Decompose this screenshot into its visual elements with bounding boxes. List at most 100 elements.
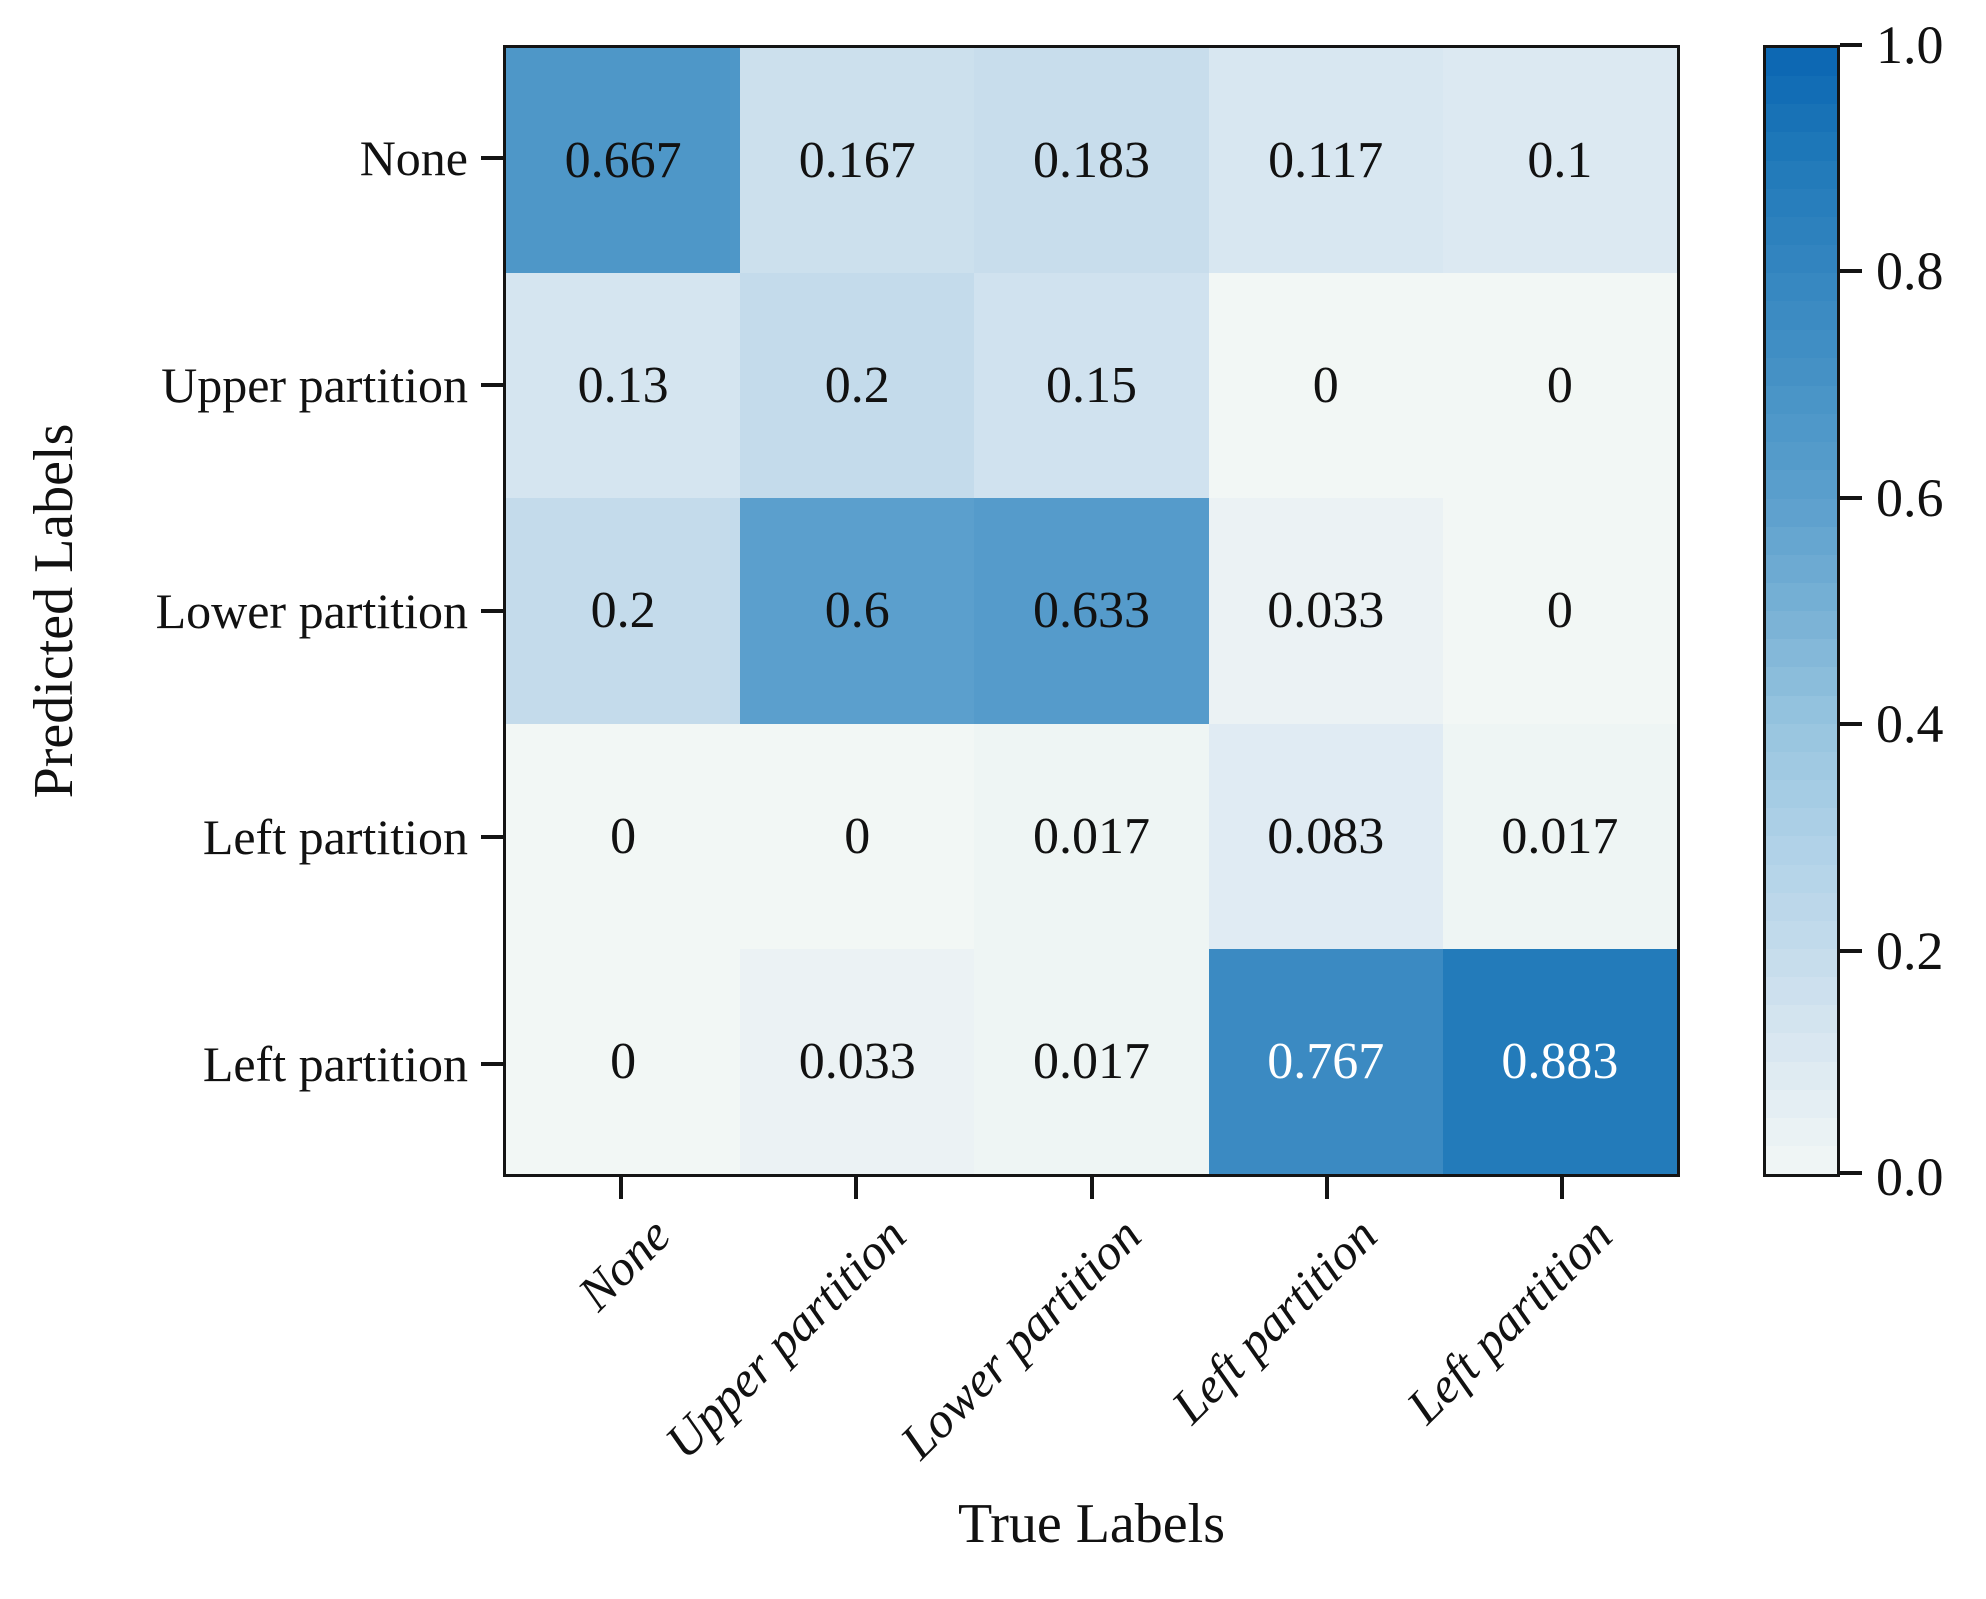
colorbar-band xyxy=(1766,48,1837,77)
colorbar-band xyxy=(1766,864,1837,893)
x-tick-label: Lower partition xyxy=(889,1206,1152,1470)
colorbar-band xyxy=(1766,357,1837,386)
colorbar-tick xyxy=(1840,269,1862,274)
heatmap-cell: 0.2 xyxy=(506,498,741,724)
colorbar-band xyxy=(1766,160,1837,189)
colorbar-tick-label: 1.0 xyxy=(1876,15,1944,75)
x-axis-tick xyxy=(854,1177,859,1199)
heatmap-cell: 0.033 xyxy=(740,948,975,1174)
x-axis-tick xyxy=(1324,1177,1329,1199)
y-axis-tick xyxy=(481,835,503,840)
y-tick-label: Left partition xyxy=(202,1035,468,1092)
colorbar-band xyxy=(1766,76,1837,105)
heatmap-cell: 0.017 xyxy=(974,948,1209,1174)
colorbar-band xyxy=(1766,329,1837,358)
x-tick-label: None xyxy=(566,1206,682,1321)
colorbar-tick xyxy=(1840,722,1862,727)
colorbar-band xyxy=(1766,414,1837,443)
colorbar-band xyxy=(1766,470,1837,499)
heatmap-cell: 0.15 xyxy=(974,273,1209,499)
colorbar-band xyxy=(1766,611,1837,640)
heatmap-cell: 0.033 xyxy=(1208,498,1443,724)
x-axis-tick xyxy=(1560,1177,1565,1199)
colorbar-band xyxy=(1766,892,1837,921)
heatmap-cell: 0.13 xyxy=(506,273,741,499)
colorbar-tick xyxy=(1840,1171,1862,1175)
heatmap-cell: 0.083 xyxy=(1208,723,1443,949)
colorbar-band xyxy=(1766,385,1837,415)
colorbar-band xyxy=(1766,667,1837,696)
y-axis-tick xyxy=(481,382,503,387)
y-tick-label: Left partition xyxy=(202,809,468,866)
colorbar-band xyxy=(1766,639,1837,668)
colorbar-band xyxy=(1766,949,1837,978)
colorbar-band xyxy=(1766,1061,1837,1090)
heatmap-cell: 0.883 xyxy=(1442,948,1677,1174)
colorbar-band xyxy=(1766,132,1837,161)
colorbar-tick xyxy=(1840,43,1862,47)
y-tick-label: Upper partition xyxy=(161,356,468,413)
x-axis-tick xyxy=(618,1177,623,1199)
heatmap-cell: 0.017 xyxy=(1442,723,1677,949)
x-axis-title: True Labels xyxy=(957,1493,1225,1555)
colorbar-band xyxy=(1766,104,1837,133)
colorbar-band xyxy=(1766,695,1837,724)
heatmap-cell: 0.667 xyxy=(506,48,741,274)
colorbar-band xyxy=(1766,245,1837,274)
colorbar-band xyxy=(1766,526,1837,555)
colorbar-band xyxy=(1766,442,1837,471)
colorbar-band xyxy=(1766,751,1837,781)
x-tick-label: Left partition xyxy=(1160,1206,1388,1434)
colorbar-band xyxy=(1766,977,1837,1006)
colorbar-tick-label: 0.0 xyxy=(1876,1147,1944,1207)
colorbar-tick-label: 0.4 xyxy=(1876,694,1944,755)
colorbar-band xyxy=(1766,1033,1837,1062)
colorbar-tick-label: 0.8 xyxy=(1876,241,1944,302)
colorbar-band xyxy=(1766,1089,1837,1118)
heatmap-cell: 0 xyxy=(740,723,975,949)
colorbar-band xyxy=(1766,920,1837,949)
colorbar-tick-label: 0.2 xyxy=(1876,920,1944,981)
heatmap-cell: 0 xyxy=(506,948,741,1174)
colorbar-tick xyxy=(1840,495,1862,500)
y-axis-tick xyxy=(481,156,503,161)
heatmap-cell: 0.767 xyxy=(1208,948,1443,1174)
x-axis-tick xyxy=(1089,1177,1094,1199)
x-tick-label: Upper partition xyxy=(653,1206,917,1470)
colorbar-tick-label: 0.6 xyxy=(1876,467,1944,528)
colorbar-band xyxy=(1766,498,1837,527)
colorbar-band xyxy=(1766,301,1837,330)
colorbar-band xyxy=(1766,808,1837,837)
heatmap-cell: 0 xyxy=(1208,273,1443,499)
heatmap-cell: 0.2 xyxy=(740,273,975,499)
colorbar-tick xyxy=(1840,948,1862,953)
colorbar xyxy=(1763,45,1840,1177)
colorbar-band xyxy=(1766,216,1837,246)
colorbar-band xyxy=(1766,780,1837,809)
colorbar-band xyxy=(1766,188,1837,217)
colorbar-band xyxy=(1766,723,1837,752)
y-axis-tick xyxy=(481,1061,503,1066)
y-tick-label: Lower partition xyxy=(155,583,468,639)
heatmap-cell: 0.1 xyxy=(1442,48,1677,274)
colorbar-band xyxy=(1766,582,1837,612)
heatmap-cell: 0.633 xyxy=(974,498,1209,724)
colorbar-band xyxy=(1766,273,1837,302)
x-tick-label: Left partition xyxy=(1395,1206,1623,1434)
heatmap-cell: 0.017 xyxy=(974,723,1209,949)
heatmap-cell: 0 xyxy=(506,723,741,949)
heatmap-cell: 0.183 xyxy=(974,48,1209,274)
y-tick-label: None xyxy=(359,130,468,187)
heatmap-cell: 0 xyxy=(1442,273,1677,499)
colorbar-band xyxy=(1766,1146,1837,1175)
y-axis-tick xyxy=(481,609,503,613)
heatmap-cell: 0.117 xyxy=(1208,48,1443,274)
heatmap-plot: 0.667 0.167 0.183 0.117 0.1 0.13 0.2 0.15 0 0 0.2 0… xyxy=(503,45,1680,1177)
colorbar-band xyxy=(1766,836,1837,865)
heatmap-cell: 0.167 xyxy=(740,48,975,274)
colorbar-band xyxy=(1766,554,1837,583)
heatmap-cell: 0.6 xyxy=(740,498,975,724)
colorbar-band xyxy=(1766,1117,1837,1147)
colorbar-band xyxy=(1766,1005,1837,1034)
